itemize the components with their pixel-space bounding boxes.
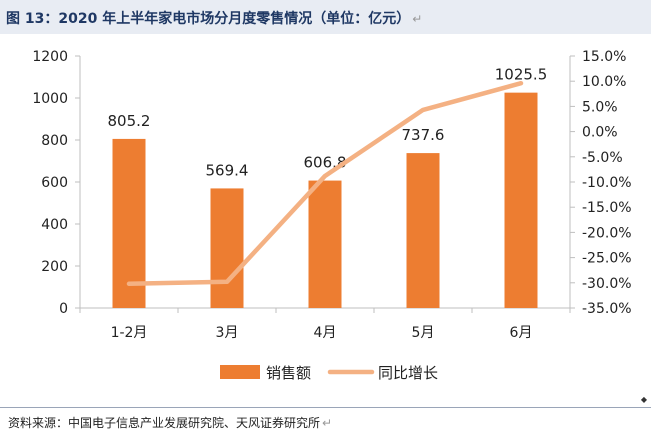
y-right-tick-label: -30.0% [582,276,632,292]
legend-label-sales: 销售额 [266,364,311,382]
y-right-tick-label: -25.0% [582,251,632,267]
return-mark: ↵ [412,12,423,26]
x-tick-label: 3月 [216,325,239,341]
figure-title: 图 13：2020 年上半年家电市场分月度零售情况（单位：亿元） ↵ [6,11,423,27]
legend-swatch-sales [220,365,260,379]
yoy-growth-line [126,80,524,287]
y-left-tick-label: 800 [41,133,68,149]
x-tick-label: 1-2月 [111,325,148,341]
bar [504,92,538,308]
y-right-tick-label: -15.0% [582,200,632,216]
bar [210,188,244,308]
y-left-tick-label: 1000 [32,91,68,107]
legend-label-growth: 同比增长 [378,364,438,382]
y-left-tick-label: 1200 [32,49,68,65]
x-tick-label: 6月 [510,325,533,341]
corner-mark: ◆ [640,395,647,404]
y-right-tick-label: 0.0% [582,125,618,141]
bar-data-label: 569.4 [206,161,249,179]
y-right-tick-label: -10.0% [582,175,632,191]
bar [112,138,146,308]
figure-title-bar: 图 13：2020 年上半年家电市场分月度零售情况（单位：亿元） ↵ [0,0,651,34]
y-right-tick-label: 15.0% [582,49,626,65]
y-right-tick-label: -20.0% [582,225,632,241]
y-left-tick-label: 400 [41,217,68,233]
y-right-tick-label: -35.0% [582,301,632,317]
source-divider [0,407,651,408]
x-tick-label: 5月 [412,325,435,341]
x-tick-label: 4月 [314,325,337,341]
y-right-tick-label: 10.0% [582,74,626,90]
y-left-tick-label: 600 [41,175,68,191]
y-right-tick-label: 5.0% [582,99,618,115]
bar-data-label: 1025.5 [495,66,548,84]
bar-data-label: 805.2 [108,112,151,130]
bar [406,153,440,308]
y-left-tick-label: 200 [41,259,68,275]
y-right-tick-label: -5.0% [582,150,623,166]
return-mark: ↵ [322,416,333,430]
chart: 0 200 400 600 800 1000 1200 -35.0% -30.0% -25.0% -… [32,49,632,382]
y-left-tick-label: 0 [59,301,68,317]
bar-data-label: 737.6 [402,126,445,144]
bar-data-label: 606.8 [304,154,347,172]
bar [308,180,342,308]
figure-source: 资料来源：中国电子信息产业发展研究院、天风证券研究所 ↵ [8,416,333,430]
